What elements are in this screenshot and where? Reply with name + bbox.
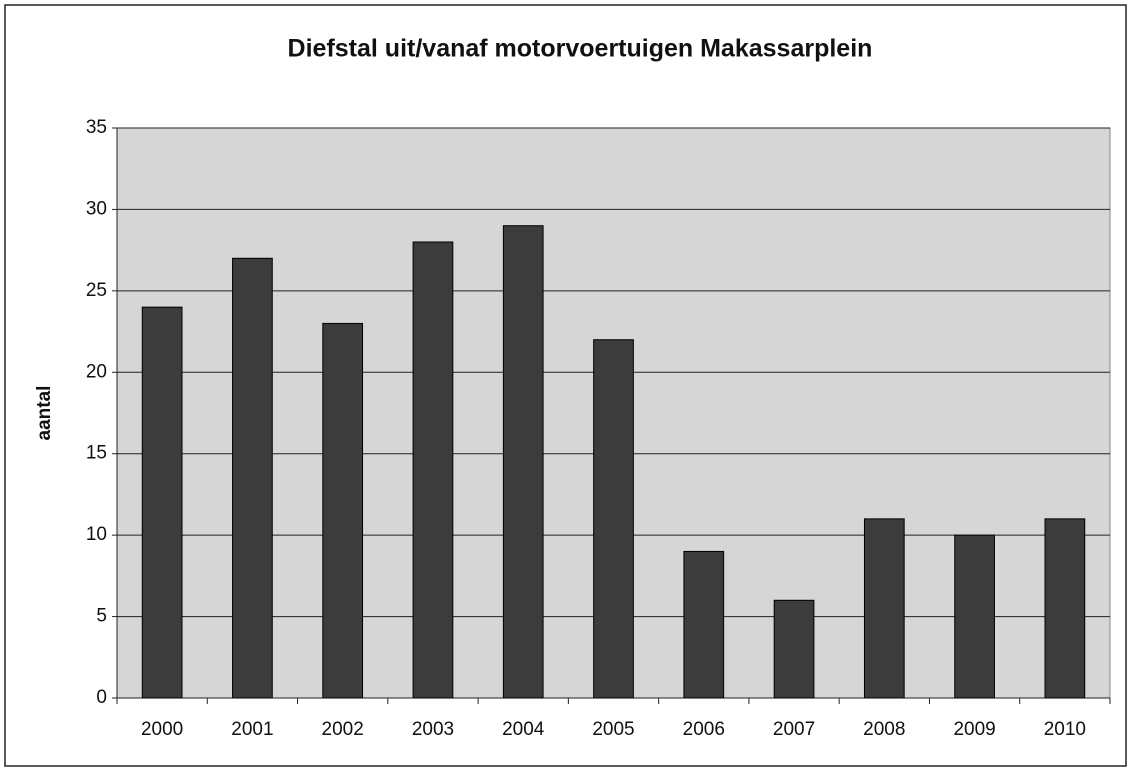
y-tick-label: 15 — [86, 443, 107, 464]
x-tick-label: 2010 — [1044, 719, 1086, 740]
bar — [863, 518, 905, 699]
bar — [593, 339, 634, 699]
x-tick-label: 2006 — [683, 719, 725, 740]
bar — [954, 534, 995, 699]
bar — [773, 599, 815, 699]
bar — [232, 257, 273, 699]
y-axis-label: aantal — [34, 386, 55, 441]
x-tick-label: 2000 — [141, 719, 183, 740]
bar — [502, 225, 544, 699]
bar — [412, 241, 454, 699]
bar — [322, 322, 364, 699]
y-tick-label: 25 — [86, 280, 107, 301]
x-tick-label: 2007 — [773, 719, 815, 740]
y-tick-label: 0 — [96, 687, 107, 708]
chart-title: Diefstal uit/vanaf motorvoertuigen Makas… — [288, 35, 873, 63]
bar — [683, 550, 725, 699]
y-tick-label: 35 — [86, 117, 107, 138]
bar — [1044, 518, 1086, 699]
x-tick-label: 2008 — [863, 719, 905, 740]
y-tick-label: 30 — [86, 198, 107, 219]
x-tick-label: 2009 — [953, 719, 995, 740]
x-tick-label: 2004 — [502, 719, 545, 740]
y-tick-label: 5 — [96, 606, 107, 627]
y-tick-label: 10 — [86, 524, 107, 545]
x-tick-label: 2005 — [592, 719, 634, 740]
x-tick-label: 2002 — [322, 719, 364, 740]
bar — [141, 306, 183, 699]
x-tick-label: 2003 — [412, 719, 454, 740]
y-tick-label: 20 — [86, 361, 107, 382]
x-tick-label: 2001 — [231, 719, 273, 740]
